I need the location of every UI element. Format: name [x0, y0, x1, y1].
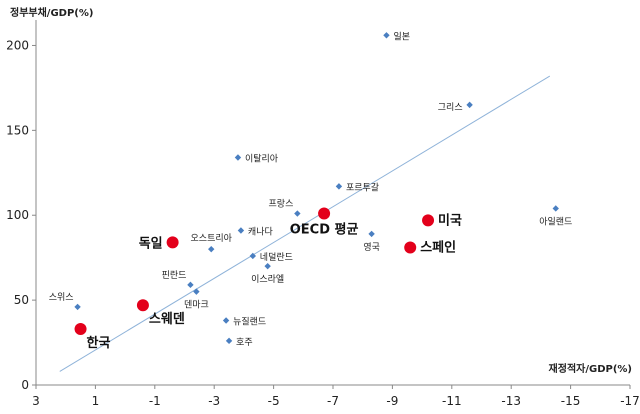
- point-9-label: 네덜란드: [260, 251, 293, 263]
- point-8-marker: [237, 227, 245, 234]
- x-tick-label: -9: [386, 394, 398, 408]
- point-17-marker: [422, 214, 435, 227]
- y-tick-label: 200: [6, 38, 29, 52]
- point-7-marker: [208, 245, 215, 253]
- point-15-label: 호주: [236, 337, 253, 348]
- x-tick-label: -5: [268, 394, 280, 408]
- x-tick-label: -17: [620, 394, 640, 408]
- point-19-marker: [166, 236, 179, 249]
- point-14-marker: [222, 317, 230, 324]
- point-1-marker: [466, 101, 473, 109]
- point-21-label: 한국: [87, 335, 111, 351]
- x-tick-label: 1: [92, 394, 100, 408]
- point-18-marker: [404, 241, 417, 254]
- trendline: [59, 75, 551, 372]
- x-tick-label: -1: [149, 394, 161, 408]
- point-4-marker: [294, 210, 301, 217]
- point-8-label: 캐나다: [248, 227, 274, 238]
- point-13-marker: [74, 303, 81, 311]
- point-12-marker: [193, 288, 200, 295]
- point-13-label: 스위스: [49, 292, 74, 303]
- x-tick-label: -3: [208, 394, 220, 408]
- point-3-label: 포르투갈: [346, 182, 379, 193]
- point-12-label: 덴마크: [184, 300, 209, 311]
- point-6-marker: [368, 230, 375, 238]
- point-7-label: 오스트리아: [191, 233, 233, 244]
- x-tick-label: -11: [442, 394, 462, 408]
- point-16-label: OECD 평균: [290, 222, 359, 238]
- point-11-label: 핀란드: [162, 269, 187, 281]
- point-14-label: 뉴질랜드: [233, 315, 266, 327]
- y-axis-title: 정부부채/GDP(%): [10, 6, 93, 19]
- y-tick-label: 150: [6, 123, 29, 137]
- point-4-label: 프랑스: [269, 198, 294, 210]
- point-17-label: 미국: [438, 212, 462, 228]
- point-9-marker: [249, 252, 257, 260]
- point-15-marker: [225, 337, 233, 345]
- point-1-label: 그리스: [438, 102, 463, 113]
- point-10-marker: [264, 262, 271, 270]
- y-tick-label: 0: [21, 378, 29, 392]
- x-tick-label: -13: [501, 394, 521, 408]
- point-16-marker: [318, 207, 331, 220]
- point-20-label: 스웨덴: [149, 311, 185, 327]
- y-tick-label: 50: [14, 293, 29, 307]
- axes: 0 50 100 150 200 3 1 -1 -3 -5 -7 -9 -11 -13 -15 -17: [6, 20, 640, 408]
- point-6-label: 영국: [363, 242, 380, 253]
- trendline-group: [59, 75, 551, 372]
- point-11-marker: [187, 281, 194, 289]
- point-2-marker: [234, 154, 242, 161]
- point-0-marker: [383, 32, 390, 39]
- y-tick-label: 100: [6, 208, 29, 222]
- x-tick-label: -15: [561, 394, 581, 408]
- point-2-label: 이탈리아: [245, 154, 279, 165]
- point-20-marker: [136, 299, 149, 312]
- point-21-marker: [74, 322, 87, 335]
- point-5-marker: [552, 205, 559, 212]
- x-tick-label: -7: [327, 394, 339, 408]
- point-5-label: 아일랜드: [539, 216, 572, 227]
- point-19-label: 독일: [139, 236, 163, 251]
- x-tick-label: 3: [32, 394, 40, 408]
- point-3-marker: [335, 183, 343, 190]
- point-18-label: 스페인: [420, 239, 456, 255]
- point-0-label: 일본: [393, 31, 410, 42]
- point-10-label: 이스라엘: [251, 274, 284, 285]
- x-axis-title: 재정적자/GDP(%): [549, 362, 632, 375]
